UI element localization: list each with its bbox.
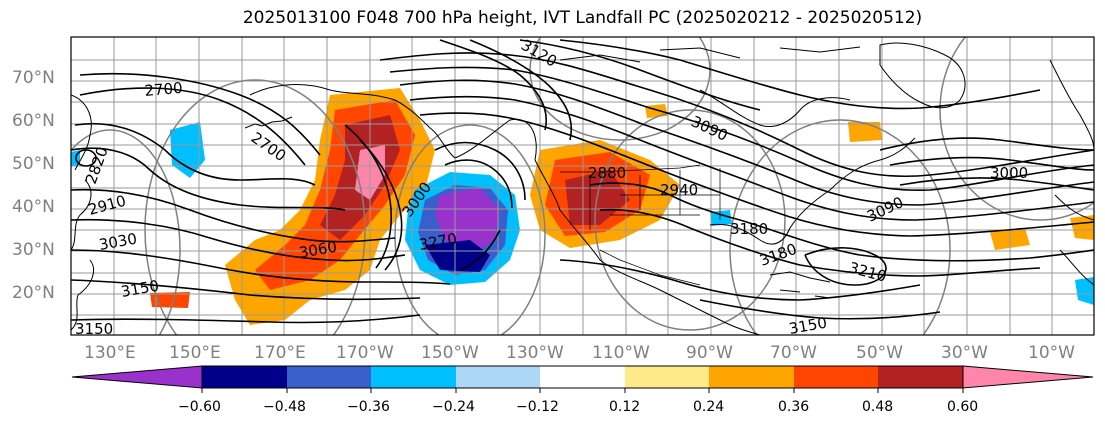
colorbar-segment: [878, 366, 963, 388]
colorbar-tick-label: −0.24: [432, 399, 475, 415]
lat-label: 20°N: [12, 283, 55, 303]
lon-label: 170°W: [336, 343, 394, 363]
lon-label: 10°W: [1028, 343, 1075, 363]
lon-label: 150°W: [421, 343, 479, 363]
lat-label: 40°N: [12, 197, 55, 217]
lon-label: 150°E: [169, 343, 221, 363]
colorbar-tick-label: 0.48: [862, 399, 894, 415]
ivt-orange-patch-north: [848, 122, 882, 142]
colorbar-segment: [456, 366, 540, 388]
colorbar-frame: [201, 365, 964, 389]
lon-label: 30°W: [941, 343, 988, 363]
contour-label: 2940: [660, 181, 698, 199]
coast-greenland: [879, 42, 966, 109]
colorbar-tick-label: −0.48: [263, 399, 306, 415]
coast-north-america-west: [454, 118, 761, 335]
ivt-purple-core: [435, 188, 500, 255]
contour-label: 3150: [75, 320, 113, 338]
colorbar-extend-low: [71, 365, 203, 389]
lon-label: 170°E: [254, 343, 306, 363]
height-contours: [71, 39, 1094, 324]
colorbar-tick-label: 0.36: [778, 399, 810, 415]
ivt-sky-blob-west: [170, 122, 205, 178]
lon-label: 130°E: [84, 343, 136, 363]
ivt-sky-patch-east: [1075, 277, 1094, 305]
map-title: 2025013100 F048 700 hPa height, IVT Land…: [242, 8, 923, 28]
colorbar-tick-label: 0.24: [693, 399, 725, 415]
boundaries: [560, 164, 721, 286]
coast-alaska: [249, 84, 456, 159]
lon-label: 110°W: [592, 343, 650, 363]
colorbar-tick-label: −0.36: [347, 399, 390, 415]
colorbar-tick-label: 0.60: [947, 399, 979, 415]
landfall-region-circles: [71, 37, 1094, 335]
ivt-orange-patch-east: [1070, 215, 1094, 240]
contour-label: 2700: [144, 79, 184, 100]
colorbar-tick-label: 0.12: [609, 399, 641, 415]
lon-label: 90°W: [686, 343, 733, 363]
contour-label: 3150: [788, 314, 829, 338]
ivt-sky-patch-gulf: [710, 210, 732, 226]
colorbar-extend-high: [962, 365, 1094, 389]
colorbar-tick-label: −0.60: [178, 399, 221, 415]
lon-label: 130°W: [506, 343, 564, 363]
lat-label: 70°N: [12, 68, 55, 88]
map-frame: [70, 36, 1095, 336]
coast-aleutians: [244, 116, 293, 129]
ivt-navy-core: [425, 240, 490, 272]
lon-label: 50°W: [856, 343, 903, 363]
lat-label: 50°N: [12, 154, 55, 174]
coast-arctic-islands: [559, 46, 861, 63]
ivt-orange-patch-canada: [645, 104, 668, 118]
colorbar-segment: [794, 366, 878, 388]
map-plot-area: 2700 2700 2820 2910 2940 3030 3060 3090 …: [71, 37, 1094, 338]
colorbar-segment: [540, 366, 625, 388]
colorbar-tick-label: −0.12: [516, 399, 559, 415]
colorbar-segment: [371, 366, 456, 388]
colorbar-segment: [709, 366, 794, 388]
colorbar: [71, 365, 1094, 393]
colorbar-segment: [202, 366, 287, 388]
lat-label: 60°N: [12, 111, 55, 131]
coast-gulf: [709, 137, 916, 245]
lat-lon-grid: [71, 37, 1094, 335]
contour-label: 3180: [730, 220, 768, 238]
contour-label: 2880: [588, 164, 626, 182]
contour-label: 3000: [990, 164, 1028, 182]
colorbar-segment: [625, 366, 709, 388]
lon-label: 70°W: [770, 343, 817, 363]
lat-label: 30°N: [12, 240, 55, 260]
coast-europe: [1049, 59, 1094, 286]
colorbar-segment: [287, 366, 371, 388]
